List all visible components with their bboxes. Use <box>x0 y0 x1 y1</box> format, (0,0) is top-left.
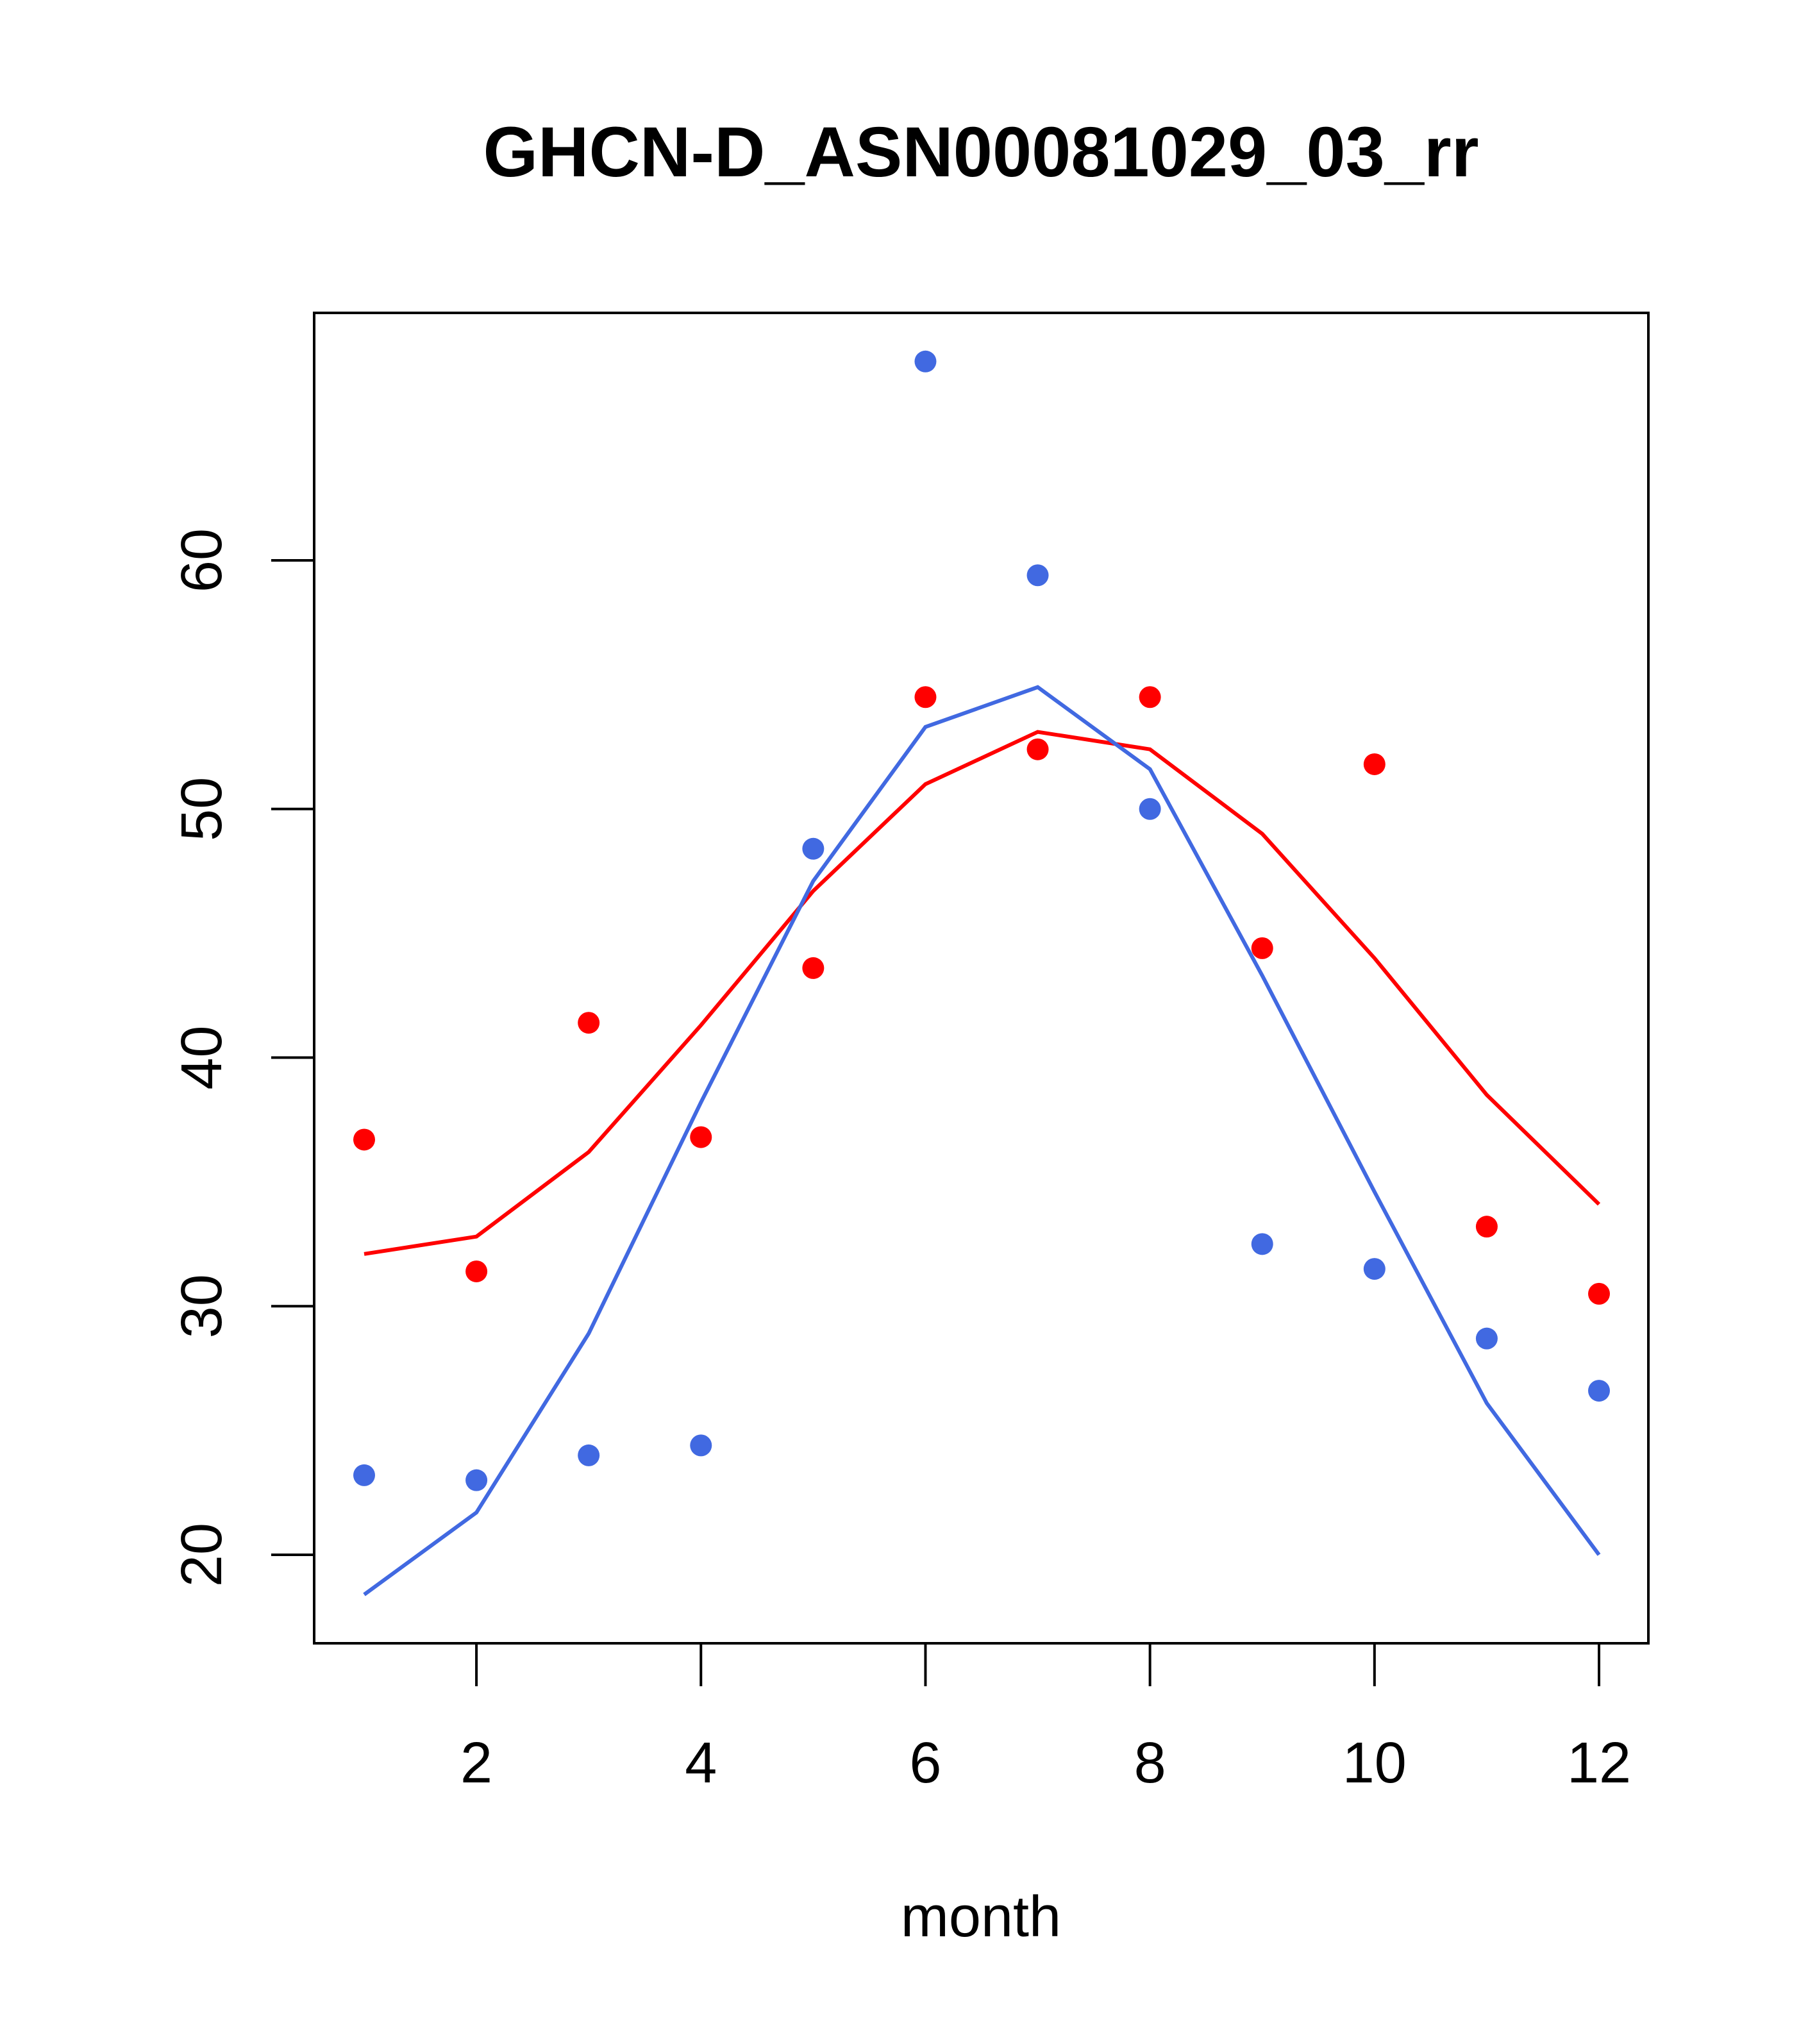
red-line-line <box>364 730 1601 1256</box>
x-axis: 2 4 6 8 10 12 <box>460 1642 1631 1795</box>
y-tick-label: 50 <box>170 777 234 841</box>
blue-points-point <box>1588 1380 1610 1402</box>
y-tick-label: 30 <box>170 1274 234 1338</box>
y-tick-label: 20 <box>170 1523 234 1587</box>
red-points-point <box>1475 1216 1498 1238</box>
x-axis-label: month <box>901 1885 1061 1949</box>
red-points-point <box>1026 738 1049 760</box>
red-points-point <box>802 957 825 979</box>
series-layer <box>353 350 1610 1596</box>
blue-points-point <box>802 837 825 860</box>
red-points-point <box>1251 937 1273 959</box>
chart-title: GHCN-D_ASN00081029_03_rr <box>483 113 1478 192</box>
blue-points-point <box>353 1464 375 1486</box>
red-points-point <box>465 1260 488 1282</box>
y-axis: 20 30 40 50 60 <box>170 528 315 1587</box>
y-tick-label: 40 <box>170 1025 234 1089</box>
red-points-point <box>1139 686 1161 708</box>
plot-frame <box>313 312 1650 1645</box>
blue-points-point <box>465 1469 488 1491</box>
red-points-point <box>1363 753 1386 775</box>
blue-line-line <box>363 685 1601 1596</box>
x-tick-label: 4 <box>685 1731 717 1795</box>
x-tick-label: 10 <box>1343 1731 1407 1795</box>
blue-points-point <box>690 1434 712 1457</box>
blue-points-point <box>914 350 937 373</box>
blue-points-point <box>1475 1327 1498 1350</box>
y-tick-label: 60 <box>170 528 234 592</box>
red-points-point <box>353 1128 375 1151</box>
blue-points-point <box>1363 1258 1386 1280</box>
red-points-point <box>914 686 937 708</box>
red-points-point <box>690 1126 712 1148</box>
x-tick-label: 2 <box>460 1731 492 1795</box>
x-tick-label: 12 <box>1567 1731 1631 1795</box>
blue-points-point <box>578 1444 600 1466</box>
blue-points-point <box>1139 798 1161 820</box>
blue-points-point <box>1026 564 1049 587</box>
red-points-point <box>578 1012 600 1034</box>
blue-points-point <box>1251 1233 1273 1255</box>
red-points-point <box>1588 1282 1610 1305</box>
x-tick-label: 6 <box>909 1731 941 1795</box>
x-tick-label: 8 <box>1134 1731 1166 1795</box>
